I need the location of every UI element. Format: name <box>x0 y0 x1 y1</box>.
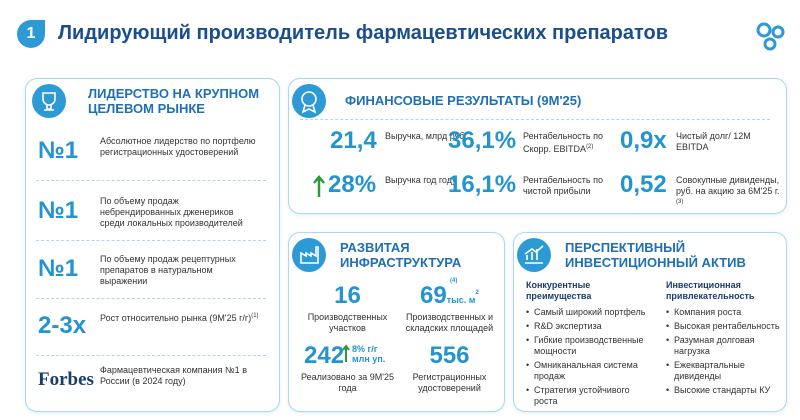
bullet: Высокие стандарты КУ <box>666 385 791 396</box>
infra-value: 242 <box>304 342 399 370</box>
lead-value: 2-3x <box>38 312 87 339</box>
metric-value: 28% <box>328 171 377 198</box>
medal-icon <box>292 84 326 118</box>
infra-value: 242 <box>304 342 345 369</box>
logo <box>756 22 785 51</box>
bullet-list: Компания роста Высокая рентабельность Разу… <box>666 307 791 399</box>
metric-value: 36,1% <box>448 127 517 154</box>
lead-text: По объему продаж рецептурных препаратов … <box>100 254 236 286</box>
card-title: РАЗВИТАЯ ИНФРАСТРУКТУРА <box>340 240 462 270</box>
footnote: (2) <box>586 144 594 150</box>
unit: тыс. м <box>446 295 476 305</box>
metric-label: Чистый долг/ 12M EBITDA <box>676 131 761 153</box>
card-title: ПЕРСПЕКТИВНЫЙ ИНВЕСТИЦИОННЫЙ АКТИВ <box>565 240 746 270</box>
footnote: (3) <box>676 199 684 205</box>
metric-label: Чистый долг/ 12M EBITDA <box>676 131 751 152</box>
footnote: (1) <box>251 313 259 319</box>
lead-text: По объему продаж небрендированных дженер… <box>100 196 260 229</box>
lead-text: Рост относительно рынка (9М'25 г/г)(1) <box>100 311 260 324</box>
metric-label: Выручка год году <box>385 175 457 185</box>
bullet: Компания роста <box>666 307 791 318</box>
metric-label: Выручка год году <box>385 175 470 186</box>
lead-text: По объему продаж небрендированных дженер… <box>100 196 243 228</box>
column-heading: Конкурентные преимущества <box>526 280 592 301</box>
financial-card <box>288 78 787 214</box>
growth-rate: 8% г/г <box>352 344 378 354</box>
separator <box>36 240 266 241</box>
infra-value: 556 <box>402 342 497 370</box>
lead-value: №1 <box>38 137 79 164</box>
separator <box>300 119 770 120</box>
slide-title: Лидирующий производитель фармацевтически… <box>58 22 669 44</box>
metric-label: Выручка, млрд руб. <box>385 131 467 141</box>
bullet: Ежеквартальные дивиденды <box>666 360 791 382</box>
bullet: Омниканальная система продаж <box>526 360 651 382</box>
lead-text: Абсолютное лидерство по портфелю регистр… <box>100 136 260 158</box>
infra-value: 16 <box>300 282 395 310</box>
metric-label: Рентабельность по чистой прибыли <box>523 175 603 196</box>
metric-value: 21,4 <box>330 127 377 154</box>
bullet: Стратегия устойчивого роста <box>526 385 651 407</box>
lead-value: №1 <box>38 255 79 282</box>
infra-value: 69тыс. м2 (4) <box>420 278 515 310</box>
infra-value: 69 <box>420 282 447 309</box>
bullet: Самый широкий портфель <box>526 307 651 318</box>
lead-text: По объему продаж рецептурных препаратов … <box>100 254 260 287</box>
metric-label: Совокупные дивиденды, руб. на акцию за 6… <box>676 175 780 196</box>
bullet-list: Самый широкий портфель R&D экспертиза Гибк… <box>526 307 651 410</box>
separator <box>36 355 266 356</box>
footnote: (4) <box>450 278 458 284</box>
infra-value: 16 <box>334 282 361 309</box>
metric-value: 0,9x <box>620 127 667 154</box>
bullet: Высокая рентабельность <box>666 321 791 332</box>
bullet: Разумная долговая нагрузка <box>666 335 791 357</box>
metric-value: 16,1% <box>448 171 517 198</box>
factory-icon <box>292 238 326 272</box>
column-heading: Инвестиционная привлекательность <box>666 280 755 301</box>
infra-label: Производственных и складских площадей <box>405 312 494 333</box>
metric-label: Рентабельность по Скорр. EBITDA <box>523 131 603 154</box>
metric-label: Совокупные дивиденды, руб. на акцию за 6… <box>676 175 786 210</box>
separator <box>36 298 266 299</box>
lead-text: Фармацевтическая компания №1 в России (в… <box>100 365 247 386</box>
bullet: R&D экспертиза <box>526 321 651 332</box>
trophy-icon <box>32 84 66 118</box>
leadership-card <box>25 78 280 412</box>
infra-label: Реализовано за 9М'25 года <box>301 372 394 393</box>
card-title: ЛИДЕРСТВО НА КРУПНОМ ЦЕЛЕВОМ РЫНКЕ <box>88 86 260 116</box>
lead-text: Абсолютное лидерство по портфелю регистр… <box>100 136 256 157</box>
unit-sup: 2 <box>475 290 479 296</box>
coins-icon <box>517 238 551 272</box>
infra-label: Регистрационных удостоверений <box>412 372 487 393</box>
metric-label: Рентабельность по чистой прибыли <box>523 175 608 197</box>
metric-label: Рентабельность по Скорр. EBITDA(2) <box>523 131 608 155</box>
up-arrow <box>312 174 326 203</box>
bullet: Гибкие производственные мощности <box>526 335 651 357</box>
growth: 8% г/г млн уп. <box>342 344 386 364</box>
lead-text: Рост относительно рынка (9М'25 г/г) <box>100 313 252 323</box>
infra-label: Производственных участков <box>307 312 388 333</box>
metric-label: Выручка, млрд руб. <box>385 131 470 142</box>
growth-unit: млн уп. <box>352 354 386 364</box>
lead-text: Фармацевтическая компания №1 в России (в… <box>100 365 260 387</box>
lead-value: Forbes <box>38 369 94 390</box>
card-title: ФИНАНСОВЫЕ РЕЗУЛЬТАТЫ (9М'25) <box>345 93 582 108</box>
separator <box>36 180 266 181</box>
metric-value: 0,52 <box>620 171 667 198</box>
infra-value: 556 <box>429 342 470 369</box>
lead-value: №1 <box>38 197 79 224</box>
section-badge: 1 <box>17 20 45 48</box>
